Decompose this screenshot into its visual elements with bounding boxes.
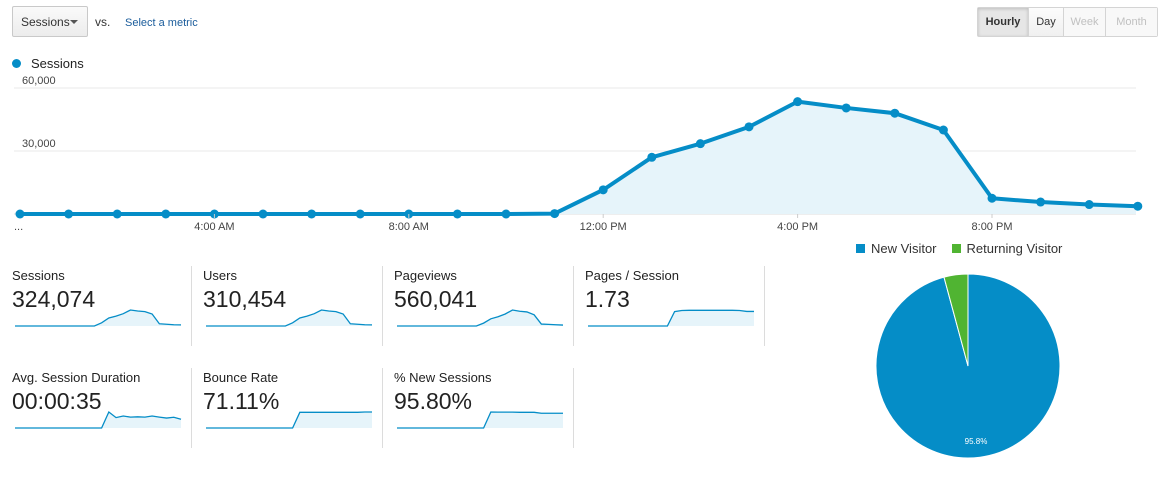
- metric-value: 324,074: [12, 286, 96, 312]
- sparkline-line: [15, 309, 182, 327]
- metric-value: 71.11%: [203, 388, 280, 414]
- metric-card[interactable]: Pageviews 560,041: [394, 266, 574, 346]
- metric-sparkline: [206, 411, 372, 429]
- sparkline-area: [206, 412, 372, 428]
- y-tick-label: 60,000: [22, 75, 56, 87]
- sparkline-area: [15, 412, 181, 428]
- pie-legend-item-returning: Returning Visitor: [951, 241, 1063, 256]
- pie-legend-swatch-new: [856, 244, 865, 253]
- sparkline-line: [206, 411, 372, 429]
- data-point[interactable]: [647, 152, 657, 162]
- metric-value: 95.80%: [394, 388, 473, 414]
- pie-legend-label-new: New Visitor: [871, 241, 937, 256]
- data-point[interactable]: [161, 209, 171, 219]
- chevron-down-icon: [70, 20, 78, 24]
- metric-label: % New Sessions: [394, 370, 492, 385]
- data-point[interactable]: [1133, 201, 1143, 211]
- sparkline-area: [588, 310, 754, 326]
- pie-slice-new-visitor[interactable]: [875, 273, 1061, 459]
- data-point[interactable]: [307, 209, 317, 219]
- sparkline-line: [15, 410, 182, 429]
- data-point[interactable]: [64, 209, 74, 219]
- metric-sparkline: [206, 309, 373, 327]
- sparkline-area: [397, 310, 563, 326]
- data-point[interactable]: [550, 209, 560, 219]
- metric-select-value: Sessions: [21, 14, 70, 29]
- vs-label: vs.: [95, 15, 111, 29]
- data-point[interactable]: [793, 97, 803, 107]
- metric-value: 00:00:35: [12, 388, 102, 414]
- metric-label: Pages / Session: [585, 268, 679, 283]
- x-tick-label: ...: [14, 221, 23, 233]
- metric-sparkline: [15, 309, 182, 327]
- pie-legend-item-new: New Visitor: [856, 241, 937, 256]
- visitor-pie-chart: 95.8%: [875, 273, 1061, 459]
- x-tick-label: 12:00 PM: [580, 221, 627, 233]
- data-point[interactable]: [1084, 200, 1094, 210]
- metric-card[interactable]: Users 310,454: [203, 266, 383, 346]
- pie-legend: New Visitor Returning Visitor: [856, 241, 1077, 256]
- metric-label: Sessions: [12, 268, 65, 283]
- metric-card[interactable]: % New Sessions 95.80%: [394, 368, 574, 448]
- chart-legend: Sessions: [12, 56, 84, 71]
- sparkline-line: [397, 309, 564, 327]
- sparkline-line: [206, 309, 373, 327]
- data-point[interactable]: [355, 209, 365, 219]
- sessions-line-chart: 60,000 30,000... 4:00 AM 8:00 AM 12:00 PM 4:0…: [14, 75, 1143, 233]
- metric-select[interactable]: Sessions: [12, 6, 88, 37]
- metric-card[interactable]: Bounce Rate 71.11%: [203, 368, 383, 448]
- data-point[interactable]: [1036, 197, 1046, 207]
- data-point[interactable]: [258, 209, 268, 219]
- data-point[interactable]: [501, 209, 511, 219]
- sparkline-area: [206, 310, 372, 326]
- data-point[interactable]: [112, 209, 122, 219]
- x-tick-label: 4:00 AM: [194, 221, 234, 233]
- metric-sparkline: [397, 411, 563, 429]
- sparkline-area: [397, 412, 563, 428]
- data-point[interactable]: [744, 122, 754, 132]
- pie-data-label: 95.8%: [965, 437, 988, 446]
- granularity-toggle: Hourly Day Week Month: [977, 7, 1158, 37]
- day-button[interactable]: Day: [1028, 8, 1063, 36]
- x-tick-label: 8:00 AM: [389, 221, 429, 233]
- y-tick-label: 30,000: [22, 138, 56, 150]
- metric-label: Users: [203, 268, 237, 283]
- data-point[interactable]: [598, 185, 608, 195]
- metric-label: Bounce Rate: [203, 370, 279, 385]
- metric-sparkline: [588, 309, 754, 327]
- x-tick-label: 4:00 PM: [777, 221, 818, 233]
- data-point[interactable]: [987, 193, 997, 203]
- metric-sparkline: [397, 309, 564, 327]
- hourly-button[interactable]: Hourly: [978, 8, 1028, 36]
- metric-label: Avg. Session Duration: [12, 370, 141, 385]
- data-point[interactable]: [695, 139, 705, 149]
- metric-value: 310,454: [203, 286, 287, 312]
- data-point[interactable]: [15, 209, 25, 219]
- week-button[interactable]: Week: [1063, 8, 1105, 36]
- metric-card[interactable]: Sessions 324,074: [12, 266, 192, 346]
- pie-legend-label-returning: Returning Visitor: [966, 241, 1063, 256]
- metric-card[interactable]: Pages / Session 1.73: [585, 266, 765, 346]
- series-area: [20, 101, 1138, 214]
- data-point[interactable]: [890, 108, 900, 118]
- pie-legend-swatch-returning: [951, 244, 961, 253]
- data-point[interactable]: [452, 209, 462, 219]
- x-tick-label: 8:00 PM: [972, 221, 1013, 233]
- series-legend-dot: [12, 59, 21, 68]
- sparkline-line: [588, 309, 754, 327]
- metric-value: 560,041: [394, 286, 478, 312]
- data-point[interactable]: [938, 125, 948, 135]
- data-point[interactable]: [841, 103, 851, 113]
- metric-value: 1.73: [585, 286, 630, 312]
- pie-slice-returning-visitor[interactable]: [943, 273, 969, 367]
- sparkline-area: [15, 310, 181, 326]
- month-button[interactable]: Month: [1105, 8, 1157, 36]
- metric-card[interactable]: Avg. Session Duration 00:00:35: [12, 368, 192, 448]
- sparkline-line: [397, 411, 563, 429]
- select-metric-link[interactable]: Select a metric: [125, 17, 198, 29]
- series-legend-label: Sessions: [31, 56, 84, 71]
- metric-sparkline: [15, 410, 182, 429]
- metric-label: Pageviews: [394, 268, 457, 283]
